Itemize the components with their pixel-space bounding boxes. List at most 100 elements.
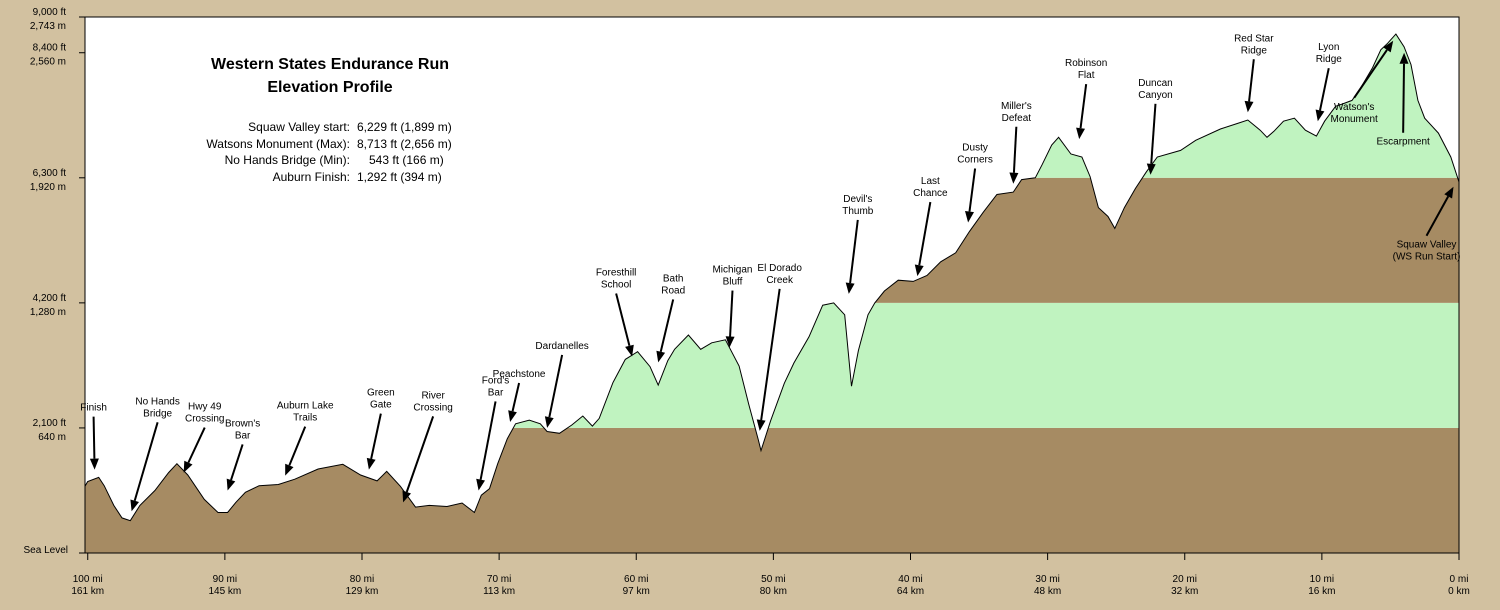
stats-block: Squaw Valley start: 6,229 ft (1,899 m) W… [206,120,451,184]
stat-value: 6,229 ft (1,899 m) [357,120,452,134]
annotation-arrow-head [1146,163,1156,175]
annotation-arrow-head [965,211,974,223]
y-tick-label: Sea Level [24,545,68,556]
annotation-label: Bluff [723,277,743,288]
annotation-label: Dusty [962,142,988,153]
annotation-arrow-head [1383,40,1394,53]
x-tick-label-mi: 30 mi [1035,574,1059,585]
x-tick-label-km: 113 km [483,586,515,597]
annotation-label: Hwy 49 [188,402,222,413]
x-tick-label-km: 0 km [1448,586,1470,597]
annotation-label: Ford's [482,375,509,386]
y-tick-label-m: 2,560 m [30,57,66,68]
annotation-label: Gate [370,400,392,411]
stat-value: 1,292 ft (394 m) [357,170,442,184]
annotation-arrow-shaft [187,427,206,464]
annotation-arrow-head [1244,100,1254,113]
annotation-arrow-shaft [548,354,564,418]
annotation-label: Duncan [1138,78,1172,89]
annotation-label: Michigan [712,265,752,276]
annotation-arrow-shaft [405,416,435,493]
annotation-label: Robinson [1065,58,1107,69]
annotation-arrow-head [1315,109,1325,122]
annotation-label: Green [367,388,395,399]
annotation-arrow-shaft [479,401,497,480]
annotation-arrow-head [366,457,376,470]
annotation-label: Trails [293,413,317,424]
annotation-arrow-head [845,282,855,294]
annotation-arrow-head [1009,172,1019,184]
annotation-label: Lyon [1318,42,1339,53]
x-tick-label-km: 161 km [71,586,104,597]
annotation-label: Ridge [1241,45,1268,56]
annotation-arrow-head [725,336,735,348]
y-tick-label-m: 1,280 m [30,307,66,318]
stat-label: Watsons Monument (Max): [206,137,350,151]
annotation-arrow-shaft [1319,68,1330,111]
annotation-arrow-head [183,460,193,473]
y-tick-label-ft: 6,300 ft [33,168,67,179]
annotation-label: Red Star [1234,33,1274,44]
annotation-arrow-shaft [760,288,781,421]
annotation-label: Bath [663,273,684,284]
annotation-arrow-head [656,350,666,363]
y-tick-label-ft: 8,400 ft [33,43,67,54]
annotation-arrow-shaft [1012,126,1018,173]
annotation-arrow-head [285,463,294,476]
annotation-label: Crossing [413,402,452,413]
annotation-label: Last [921,176,940,187]
chart-title: Western States Endurance Run Elevation P… [211,56,449,96]
chart-title-line-2: Elevation Profile [267,79,392,96]
annotation-label: El Dorado [757,263,802,274]
y-tick-label-ft: 4,200 ft [33,293,67,304]
stat-label: Auburn Finish: [273,170,350,184]
x-tick-label-mi: 100 mi [73,574,103,585]
annotation-arrow-shaft [1425,195,1450,237]
annotation-arrow-shaft [511,382,521,412]
annotation-label: Defeat [1002,113,1032,124]
x-tick-label-km: 97 km [623,586,650,597]
y-tick-label-m: 640 m [38,432,66,443]
annotation-label: School [601,279,632,290]
x-tick-label-mi: 60 mi [624,574,648,585]
annotation-label: Watson's [1334,102,1374,113]
x-tick-label-mi: 80 mi [350,574,374,585]
annotation-label: Bar [235,430,251,441]
plot-area [84,16,1460,554]
annotation-arrow-shaft [659,299,675,352]
annotation-label: Bar [488,387,504,398]
stat-value: 8,713 ft (2,656 m) [357,137,452,151]
elevation-profile-line [84,33,1460,522]
annotation-label: No Hands [135,396,179,407]
annotation: Dardanelles [535,341,589,428]
annotation: Peachstone [493,369,546,422]
annotation-arrow-shaft [230,444,244,481]
annotation-arrow-shaft [370,413,382,460]
annotation-arrow-head [476,478,485,491]
annotation: Escarpment [1376,52,1430,148]
annotation-arrow-shaft [1402,63,1406,133]
annotation-arrow-shaft [1353,49,1388,99]
annotation-label: Monument [1331,114,1378,125]
annotation-arrow-shaft [849,219,859,284]
annotation-arrow-head [1399,52,1409,64]
axes: 9,000 ft 2,743 m 8,400 ft 2,560 m 6,300 ft 1,… [24,7,1470,597]
annotation-label: Brown's [225,418,260,429]
annotation-arrow-head [508,410,517,422]
annotation-label: (WS Run Start) [1393,252,1461,263]
annotation-arrow-shaft [1150,103,1157,164]
x-tick-label-km: 145 km [208,586,241,597]
x-tick-label-mi: 20 mi [1173,574,1197,585]
chart-title-line-1: Western States Endurance Run [211,56,449,73]
